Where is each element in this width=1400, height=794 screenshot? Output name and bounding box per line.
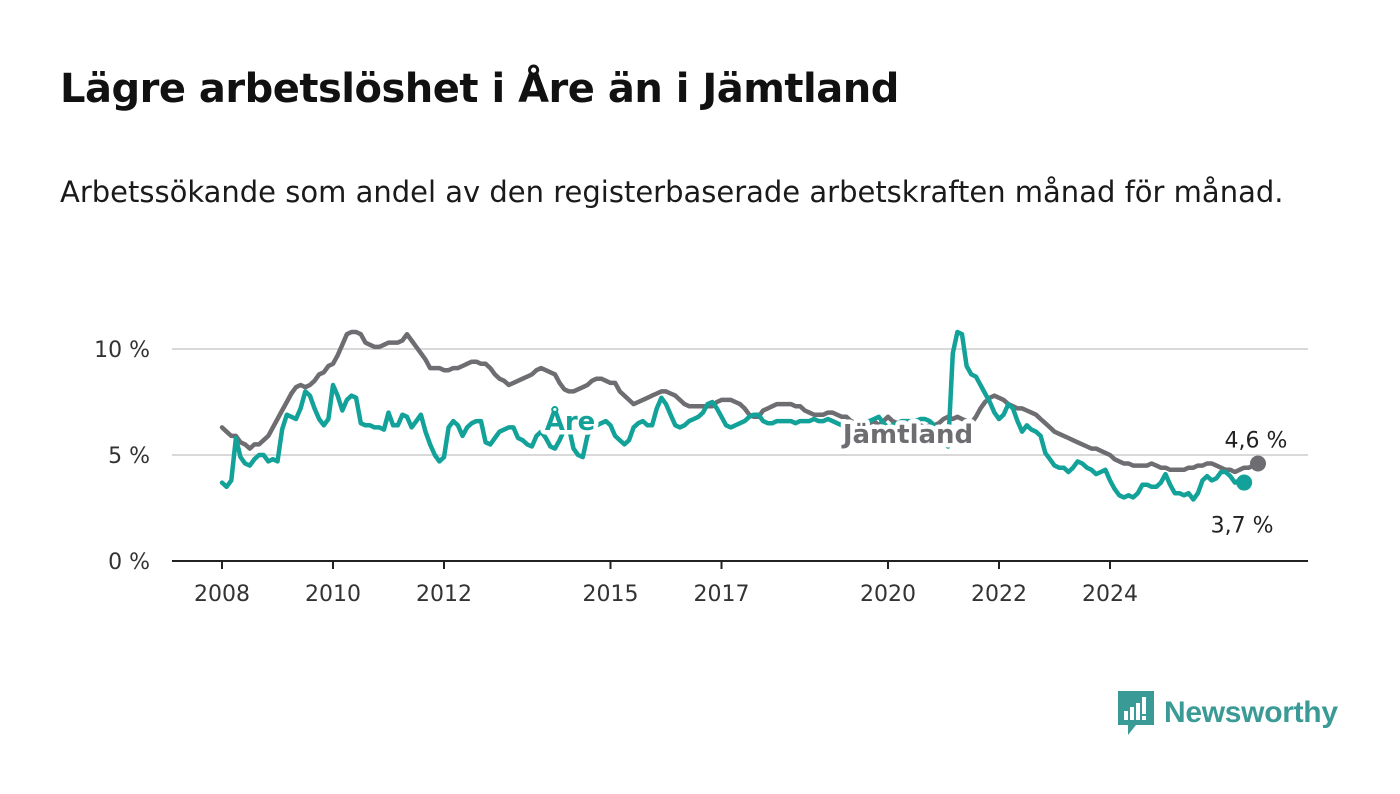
brand-name: Newsworthy (1164, 696, 1338, 729)
x-tick-label: 2012 (416, 582, 472, 607)
chart-subtitle: Arbetssökande som andel av den registerb… (60, 175, 1284, 209)
series-name-halo: Jämtland (841, 420, 973, 450)
x-tick-label: 2015 (583, 582, 639, 607)
series-name-halo: Åre (545, 405, 596, 437)
series-end-label: 4,6 % (1225, 428, 1288, 453)
y-tick-label: 5 % (108, 444, 150, 469)
x-tick-label: 2010 (305, 582, 361, 607)
series-line (219, 329, 1247, 502)
series-end-point (1250, 455, 1266, 472)
x-tick-label: 2024 (1082, 582, 1138, 607)
x-tick-label: 2022 (971, 582, 1027, 607)
y-tick-label: 10 % (94, 338, 150, 363)
x-tick-label: 2020 (860, 582, 916, 607)
newsworthy-logo: Newsworthy (1118, 690, 1338, 736)
bar-chart-speech-bubble-icon (1118, 691, 1154, 735)
series-end-point (1236, 474, 1253, 491)
series-name-label: Åre (545, 405, 596, 437)
series-name-label: Jämtland (841, 420, 973, 450)
x-tick-label: 2017 (694, 582, 750, 607)
series-end-label: 3,7 % (1211, 514, 1274, 539)
x-tick-label: 2008 (194, 582, 250, 607)
series-line (219, 329, 1261, 475)
chart-title: Lägre arbetslöshet i Åre än i Jämtland (60, 66, 899, 112)
y-tick-label: 0 % (108, 550, 150, 575)
